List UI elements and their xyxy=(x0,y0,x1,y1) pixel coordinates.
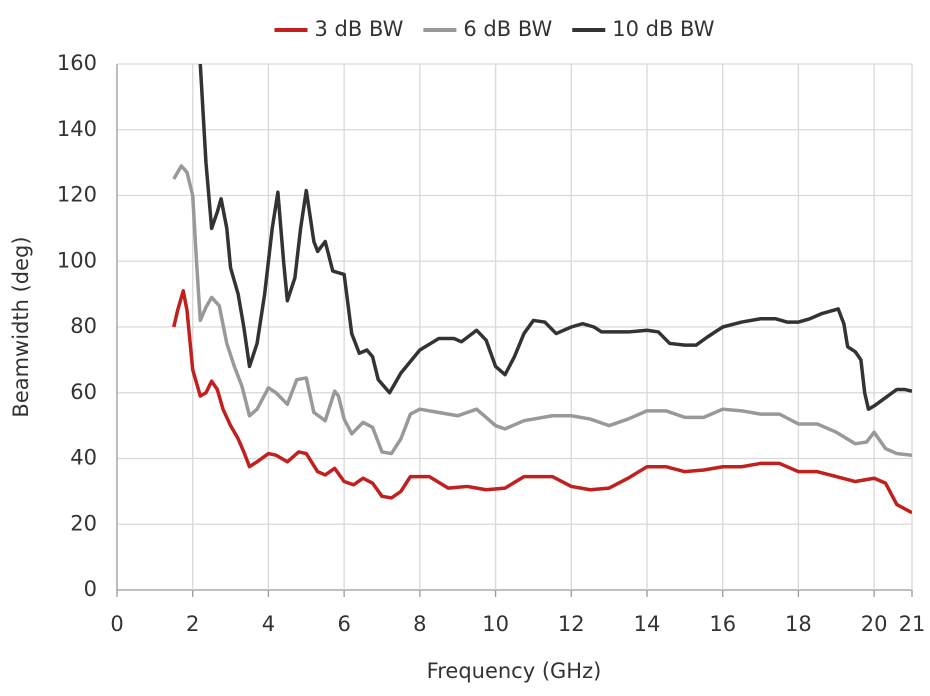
x-tick-label: 20 xyxy=(861,612,888,636)
y-axis-title: Beamwidth (deg) xyxy=(9,236,33,417)
y-tick-label: 0 xyxy=(84,577,97,601)
x-tick-label: 12 xyxy=(558,612,585,636)
legend-label: 3 dB BW xyxy=(315,17,404,41)
x-tick-label: 21 xyxy=(899,612,926,636)
x-tick-label: 8 xyxy=(413,612,426,636)
y-tick-label: 40 xyxy=(70,446,97,470)
y-tick-label: 120 xyxy=(57,183,97,207)
x-tick-label: 10 xyxy=(482,612,509,636)
y-tick-label: 80 xyxy=(70,314,97,338)
x-tick-label: 0 xyxy=(110,612,123,636)
line-series xyxy=(198,64,912,411)
x-tick-label: 6 xyxy=(337,612,350,636)
legend-label: 6 dB BW xyxy=(463,17,552,41)
x-tick-label: 2 xyxy=(186,612,199,636)
y-tick-label: 160 xyxy=(57,51,97,75)
y-tick-label: 100 xyxy=(57,248,97,272)
x-axis-title: Frequency (GHz) xyxy=(427,659,602,683)
y-tick-label: 20 xyxy=(70,511,97,535)
line-series xyxy=(172,164,912,457)
x-tick-label: 16 xyxy=(709,612,736,636)
x-tick-label: 18 xyxy=(785,612,812,636)
x-tick-label: 4 xyxy=(262,612,275,636)
line-series xyxy=(172,289,912,515)
y-tick-label: 140 xyxy=(57,117,97,141)
y-tick-label: 60 xyxy=(70,380,97,404)
x-tick-label: 14 xyxy=(634,612,661,636)
legend-label: 10 dB BW xyxy=(612,17,714,41)
